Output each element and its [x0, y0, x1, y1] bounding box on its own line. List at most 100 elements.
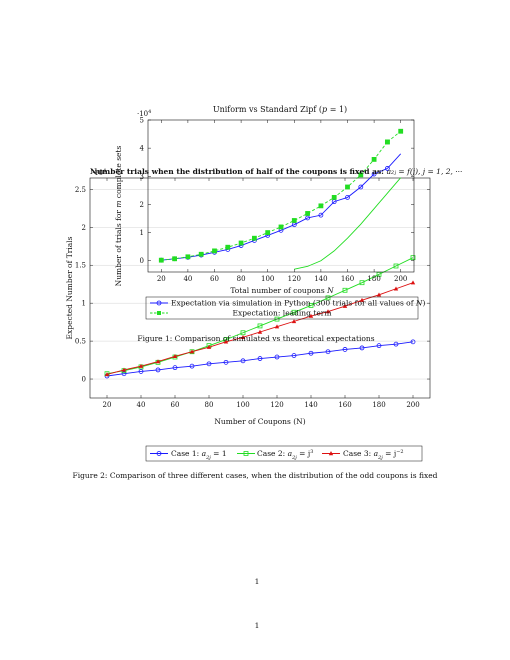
fig1-series-3-line — [294, 177, 402, 270]
fig2-series-3-point — [410, 280, 416, 285]
fig2-series-3-point — [138, 363, 144, 368]
fig2-series-2-point — [376, 271, 382, 277]
fig1-series-2-point — [318, 203, 324, 209]
fig2-series-1-point — [172, 365, 178, 371]
fig2-legend-entry-case-2: Case 2: a2j = j3 — [257, 449, 313, 461]
fig1-series-2-line — [161, 141, 388, 261]
fig1-legend-marker-simulation — [156, 300, 162, 306]
fig2-series-3-point — [308, 313, 314, 318]
fig1-series-2-point — [331, 195, 337, 200]
fig2-series-3-point — [104, 372, 110, 377]
fig2-x-tick-label: 40 — [137, 401, 146, 409]
fig2-series-1-point — [274, 354, 280, 360]
fig1-series-1-point — [371, 171, 377, 177]
fig1-series-5-point — [384, 139, 390, 145]
fig1-series-2-point — [345, 184, 350, 190]
fig1-x-tick-label: 180 — [367, 275, 380, 283]
fig2-legend-entry-case-1: Case 1: a2j = 1 — [171, 449, 227, 461]
fig1-x-tick-label: 20 — [157, 275, 166, 283]
fig2-series-3-point — [376, 292, 382, 297]
fig2-series-3-point — [155, 359, 161, 364]
fig1-series-4-line — [387, 153, 402, 169]
fig2-caption: Figure 2: Comparison of three different … — [73, 471, 438, 480]
fig2-series-3-point — [240, 335, 246, 340]
fig1-series-1-point — [384, 166, 390, 171]
fig2-x-tick-label: 20 — [103, 401, 112, 409]
fig1-legend: Expectation via simulation in Python (30… — [145, 296, 425, 320]
fig1-series-2-point — [251, 235, 257, 241]
fig2-x-tick-label: 200 — [406, 401, 419, 409]
fig1-series-1-line — [161, 167, 388, 261]
fig2-series-3-point — [342, 303, 348, 308]
fig1-series-2-point — [185, 254, 191, 260]
fig2-x-tick-label: 180 — [372, 401, 385, 409]
fig1-series-2-point — [158, 257, 164, 263]
fig2-y-tick-label: 0.5 — [75, 338, 86, 346]
fig2-series-1-point — [291, 353, 297, 358]
fig1-legend-entry-simulation: Expectation via simulation in Python (30… — [171, 299, 425, 308]
fig2-series-1-point — [240, 358, 246, 364]
fig2-x-tick-label: 120 — [270, 401, 283, 409]
fig2-series-1-point — [138, 369, 144, 374]
fig2-series-2-point — [342, 287, 348, 293]
page-number-upper: 1 — [255, 577, 260, 586]
fig2-gridlines — [90, 189, 430, 380]
fig2-legend-marker-case-1 — [156, 451, 162, 456]
fig2-x-tick-label: 160 — [338, 401, 351, 409]
fig2-legend-marker-case-2 — [243, 451, 249, 456]
fig2-series-3-point — [325, 309, 331, 314]
fig1-y-tick-label: 3 — [140, 173, 144, 181]
fig1-series-2-point — [291, 218, 297, 223]
fig1-series-2-point — [212, 248, 217, 254]
fig2-x-tick-label: 100 — [236, 401, 249, 409]
fig2-y-tick-label: 1 — [82, 300, 86, 308]
fig2-series-2-point — [410, 255, 416, 261]
fig1-x-tick-label: 200 — [394, 275, 407, 283]
fig2-x-tick-label: 60 — [171, 401, 180, 409]
fig2-series-3-point — [291, 319, 297, 324]
fig2-series-1-point — [376, 343, 382, 349]
fig2-series-3-point — [121, 367, 127, 372]
fig1-x-tick-label: 40 — [183, 275, 192, 283]
fig1-y-multiplier: ·104 — [137, 109, 151, 118]
fig2-series-3-point — [206, 344, 212, 349]
fig2-series — [104, 255, 416, 379]
fig1-x-tick-label: 140 — [314, 275, 327, 283]
fig2-y-tick-label: 2 — [82, 224, 86, 232]
fig2-legend: Case 1: a2j = 1 Case 2: a2j = j3 Case 3:… — [145, 445, 423, 462]
fig2-series-1-point — [308, 350, 314, 356]
fig1-legend-box — [145, 296, 419, 320]
fig1-y-tick-label: 0 — [140, 257, 144, 265]
fig1-series-2-point — [198, 251, 204, 257]
fig2-series-3-point — [223, 339, 229, 344]
fig2-series-2-point — [257, 323, 263, 329]
fig2-series-2-point — [240, 330, 246, 336]
fig2-series-1-point — [257, 356, 263, 361]
fig1-x-tick-label: 80 — [237, 275, 246, 283]
fig2-series-1-point — [342, 347, 348, 352]
fig1-legend-marker-leading-term — [157, 311, 161, 315]
fig2-series-2-point — [308, 303, 314, 308]
fig1-y-tick-label: 2 — [140, 201, 144, 209]
fig1-series-2-point — [305, 211, 311, 216]
page-number-lower: 1 — [255, 621, 260, 630]
fig2-series-1-point — [359, 345, 365, 351]
fig2-title: Number trials when the distribution of h… — [90, 167, 462, 176]
fig2-series-1-line — [106, 341, 414, 377]
fig1-ticks: 20 40 60 80 100 120 140 160 180 200 0 1 2 3 4 5 — [140, 117, 414, 283]
fig1-y-axis-label: Number of trials for m complete sets — [114, 145, 123, 286]
fig2-series-3-point — [172, 353, 178, 358]
fig2-x-tick-label: 140 — [304, 401, 317, 409]
fig2-series-2-point — [325, 295, 331, 301]
fig2-y-multiplier: ·104 — [92, 168, 106, 177]
fig2-series-2-point — [291, 309, 297, 315]
fig1-y-tick-label: 4 — [140, 145, 145, 153]
fig1-series-1-point — [318, 212, 324, 218]
fig2-x-tick-label: 80 — [205, 401, 214, 409]
fig2-series-3-point — [359, 297, 365, 302]
fig1-x-tick-label: 160 — [341, 275, 354, 283]
fig2-legend-marker-case-3 — [328, 451, 334, 456]
fig2-x-axis-label: Number of Coupons (N) — [214, 417, 305, 426]
